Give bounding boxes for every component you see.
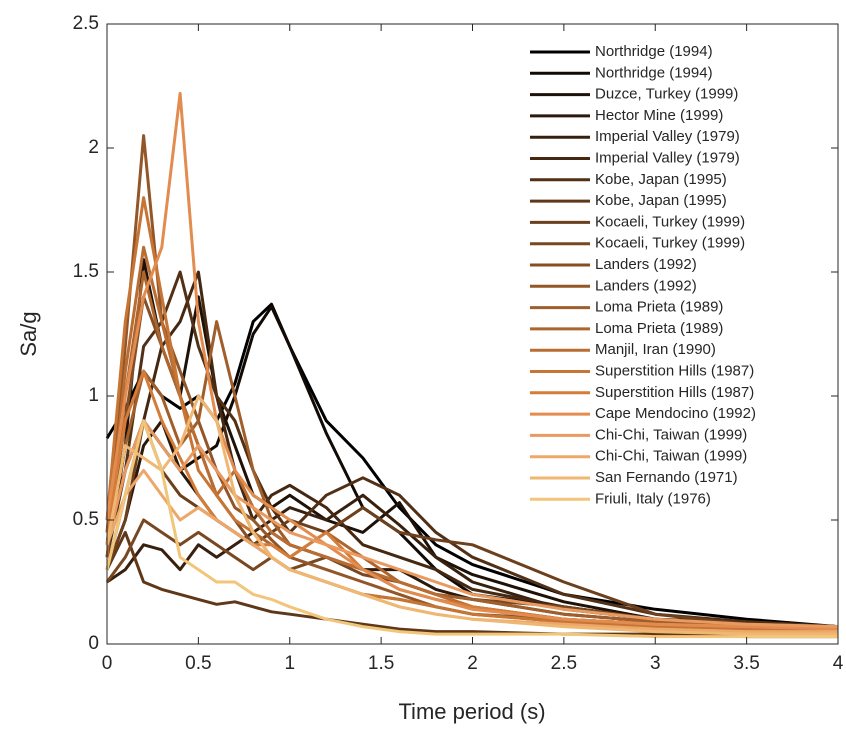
legend-label: Loma Prieta (1989) <box>595 299 723 316</box>
legend-label: Kobe, Japan (1995) <box>595 192 727 209</box>
legend-label: Chi-Chi, Taiwan (1999) <box>595 426 747 443</box>
legend-label: Friuli, Italy (1976) <box>595 490 711 507</box>
legend-label: Northridge (1994) <box>595 43 713 60</box>
legend-label: Kobe, Japan (1995) <box>595 171 727 188</box>
x-tick-label: 0.5 <box>185 653 211 674</box>
legend-label: Kocaeli, Turkey (1999) <box>595 235 745 252</box>
legend-label: Landers (1992) <box>595 277 697 294</box>
x-tick-label: 3.5 <box>733 653 759 674</box>
x-tick-label: 3 <box>650 653 661 674</box>
y-tick-label: 2 <box>88 137 99 158</box>
legend-label: Hector Mine (1999) <box>595 107 723 124</box>
legend-label: Northridge (1994) <box>595 64 713 81</box>
legend-label: Imperial Valley (1979) <box>595 149 740 166</box>
legend-label: Landers (1992) <box>595 256 697 273</box>
series-line <box>105 419 838 639</box>
x-tick-label: 1 <box>284 653 295 674</box>
legend-label: Loma Prieta (1989) <box>595 320 723 337</box>
x-tick-label: 2 <box>467 653 478 674</box>
x-tick-label: 4 <box>833 653 844 674</box>
x-tick-label: 0 <box>102 653 113 674</box>
legend-label: Chi-Chi, Taiwan (1999) <box>595 448 747 465</box>
legend-label: Superstition Hills (1987) <box>595 362 754 379</box>
y-axis-label: Sa/g <box>16 311 41 356</box>
legend-label: Imperial Valley (1979) <box>595 128 740 145</box>
series-line <box>105 270 839 629</box>
series-line <box>105 320 839 629</box>
series-line <box>105 91 839 631</box>
legend-label: Superstition Hills (1987) <box>595 384 754 401</box>
legend-label: Duzce, Turkey (1999) <box>595 86 738 103</box>
series-line <box>105 134 839 631</box>
y-tick-label: 0 <box>88 633 99 654</box>
legend-label: Cape Mendocino (1992) <box>595 405 756 422</box>
plot-frame <box>106 23 839 645</box>
x-tick-label: 1.5 <box>368 653 394 674</box>
series-line <box>105 394 838 636</box>
y-tick-label: 1 <box>88 385 99 406</box>
x-tick-label: 2.5 <box>551 653 577 674</box>
y-tick-label: 0.5 <box>73 509 99 530</box>
legend-label: San Fernando (1971) <box>595 469 738 486</box>
legend-label: Manjil, Iran (1990) <box>595 341 716 358</box>
series-line <box>105 302 839 629</box>
legend-label: Kocaeli, Turkey (1999) <box>595 213 745 230</box>
series-line <box>105 419 839 629</box>
y-tick-label: 2.5 <box>73 13 99 34</box>
x-axis-label: Time period (s) <box>398 699 545 724</box>
y-tick-label: 1.5 <box>73 261 99 282</box>
